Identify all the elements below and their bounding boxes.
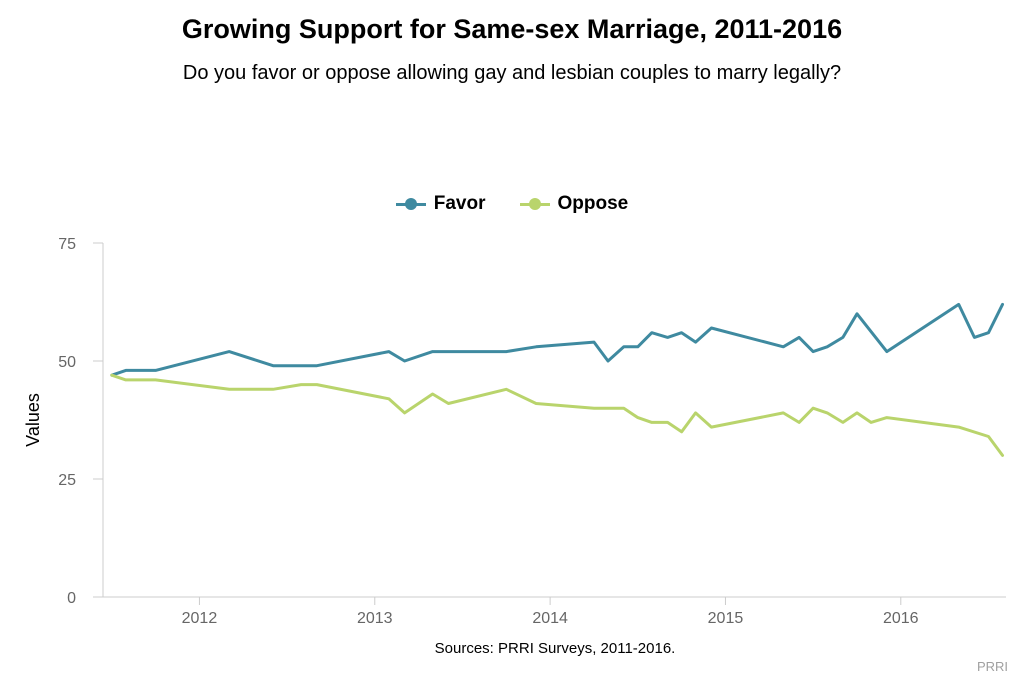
legend: Favor Oppose — [0, 193, 1024, 215]
legend-item-oppose[interactable]: Oppose — [519, 193, 629, 215]
y-tick-label: 75 — [58, 236, 76, 253]
x-tick-label: 2014 — [532, 610, 568, 627]
x-tick-label: 2012 — [182, 610, 218, 627]
series-line-oppose — [110, 373, 1004, 457]
legend-label-oppose: Oppose — [557, 193, 629, 214]
y-tick-label: 0 — [67, 590, 76, 607]
x-tick-label: 2013 — [357, 610, 393, 627]
y-axis-title: Values — [23, 393, 43, 447]
legend-label-favor: Favor — [433, 193, 486, 214]
x-tick-label: 2016 — [883, 610, 919, 627]
legend-item-favor[interactable]: Favor — [395, 193, 486, 215]
legend-swatch-favor — [395, 194, 426, 214]
x-tick-label: 2015 — [708, 610, 744, 627]
legend-swatch-oppose — [519, 194, 550, 214]
credit-text: PRRI — [976, 659, 1008, 674]
series-line-favor — [110, 302, 1004, 377]
y-tick-label: 25 — [58, 472, 76, 489]
chart-subtitle: Do you favor or oppose allowing gay and … — [182, 62, 842, 84]
y-tick-label: 50 — [58, 354, 76, 371]
source-note: Sources: PRRI Surveys, 2011-2016. — [434, 640, 676, 657]
chart-title: Growing Support for Same-sex Marriage, 2… — [181, 14, 843, 44]
